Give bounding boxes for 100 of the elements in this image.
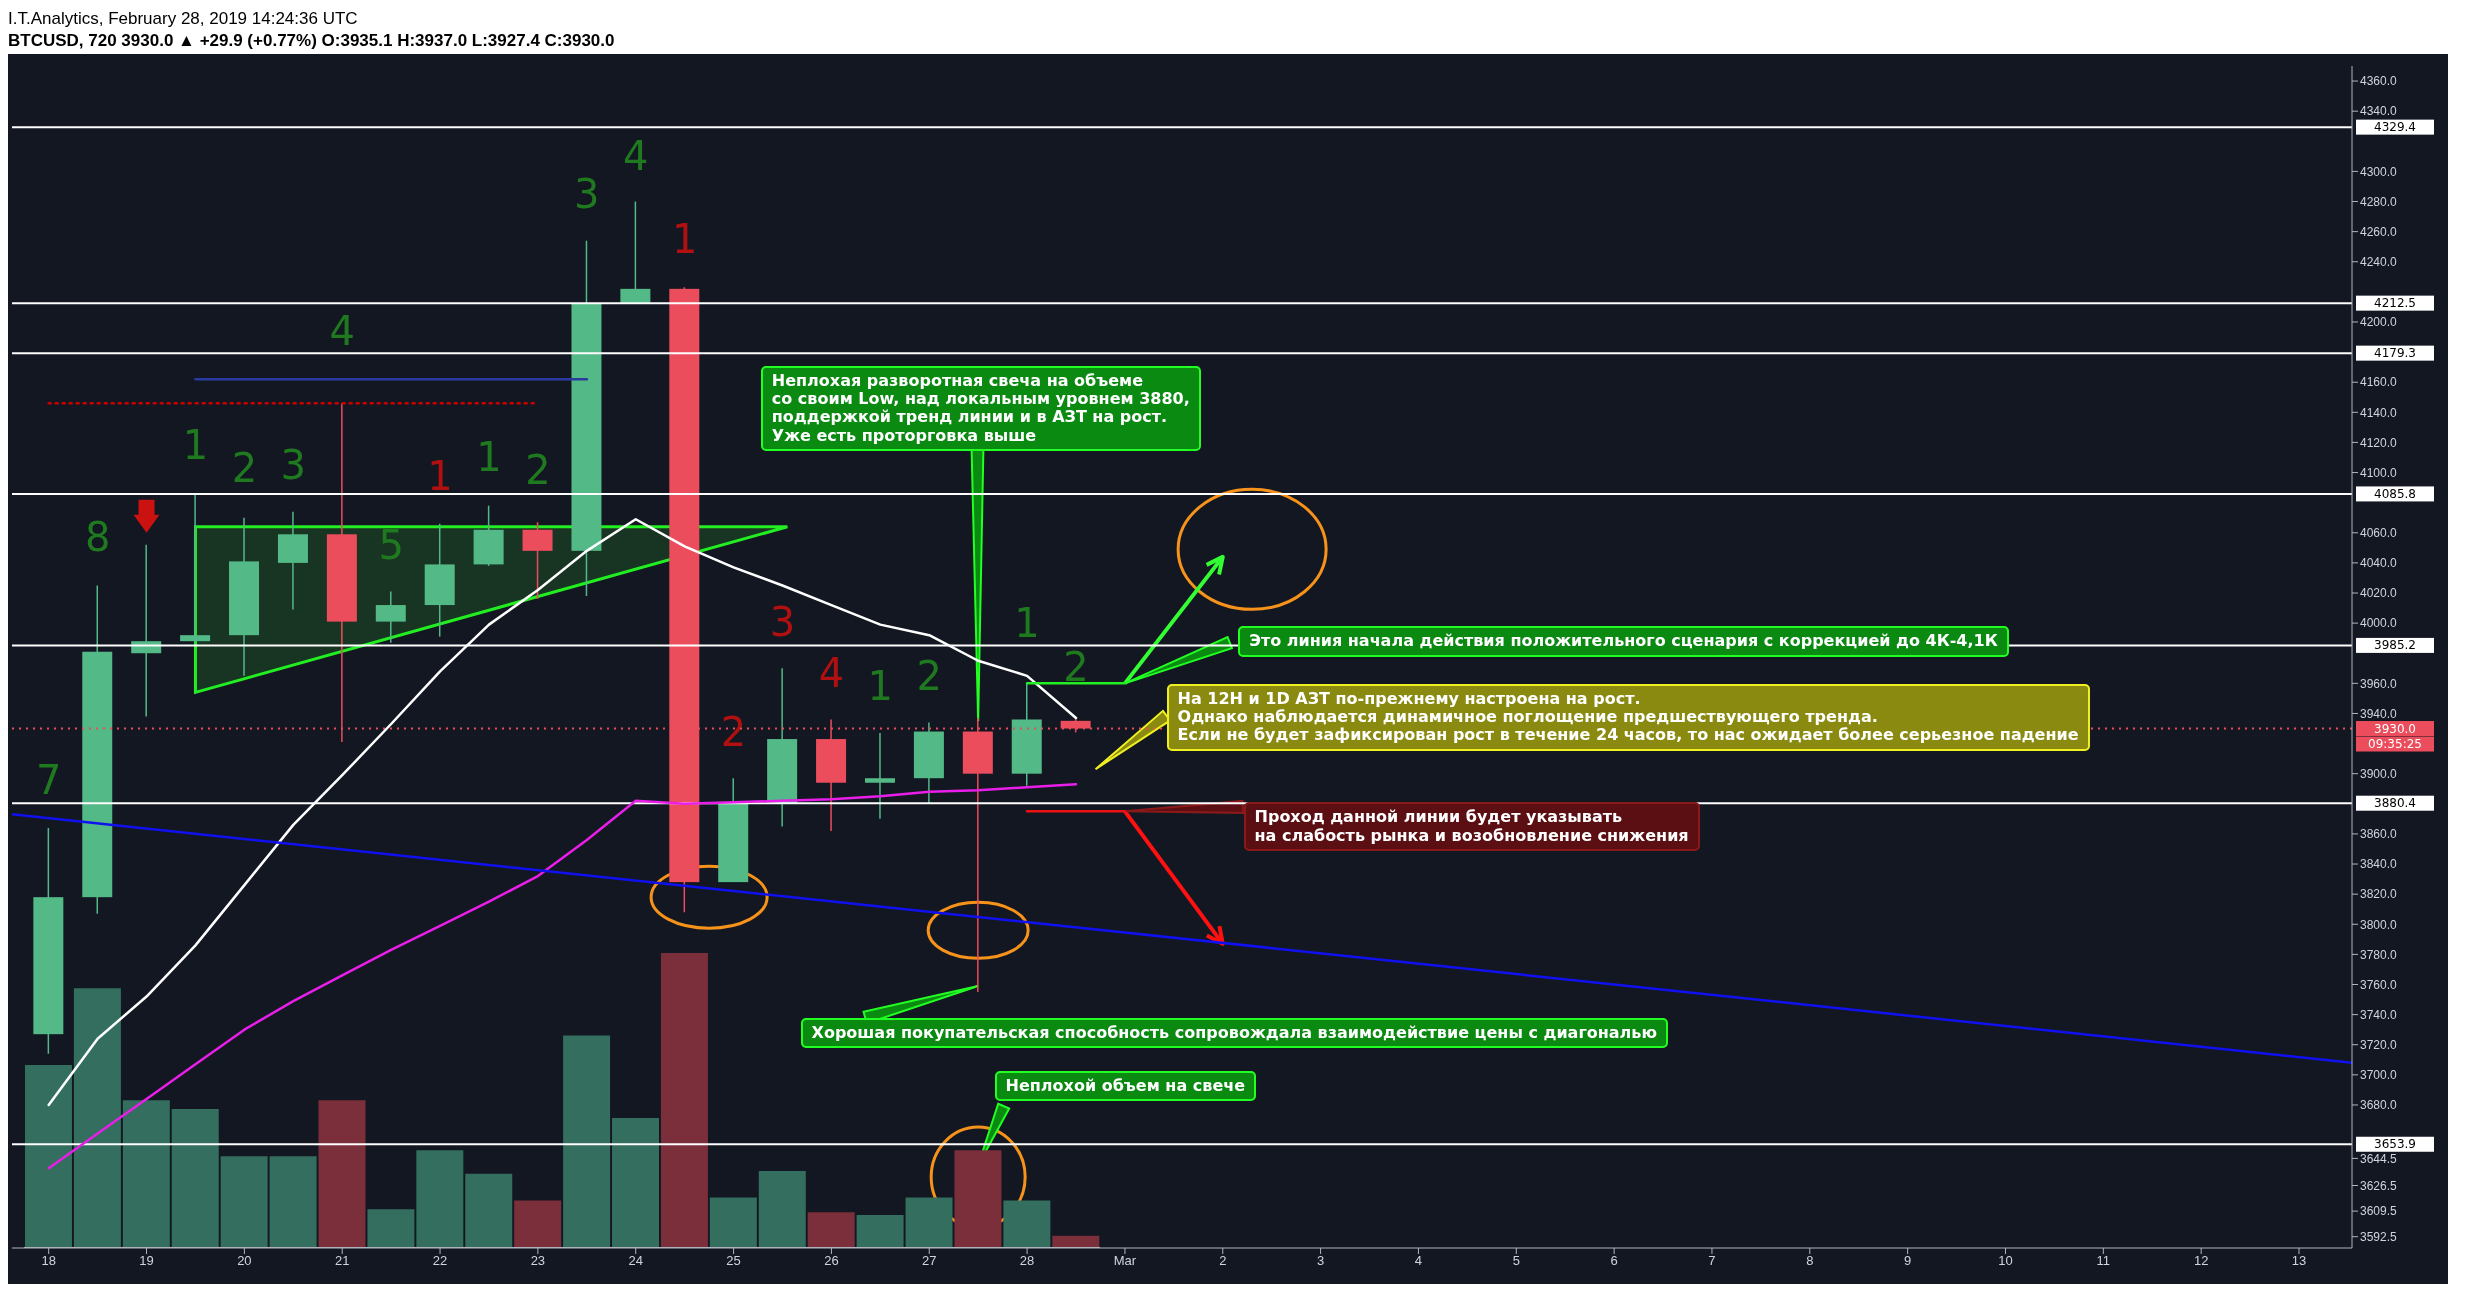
bar [123,1099,171,1247]
y-tick-label: 4300.0 [2360,164,2398,179]
y-tick-label: 3680.0 [2360,1098,2398,1113]
bar [710,1196,758,1247]
x-tick-label: 3 [1316,1253,1325,1269]
y-tick-label: 4340.0 [2360,104,2398,119]
annotation: 3 [769,598,796,645]
bar [612,1117,660,1247]
bar [514,1199,562,1247]
x-tick-label: 13 [2291,1253,2307,1269]
bar [1003,1199,1051,1247]
y-tick-label: 4260.0 [2360,224,2398,239]
annotation: 1 [671,216,698,263]
annotation: Проход данной линии будет указывать на слабость рынка и возобновление снижения [1243,802,1700,852]
y-tick-label: 3700.0 [2360,1068,2398,1083]
bar [661,952,709,1247]
annotation: 3 [574,170,600,217]
annotation: 4 [818,649,845,696]
bar [269,1155,317,1247]
y-tick-label: 3720.0 [2360,1037,2398,1052]
y-tick-label: 3760.0 [2360,977,2398,992]
y-tick-label: 4060.0 [2360,526,2398,541]
y-tick-label: 4240.0 [2360,255,2398,270]
ref-line-label: 4085.8 [2374,486,2416,501]
y-tick-label: 4200.0 [2360,315,2398,330]
bar [220,1155,268,1247]
y-tick-label: 4020.0 [2360,586,2398,601]
annotation: 1 [867,663,894,710]
y-tick-label: 4280.0 [2360,194,2398,209]
x-tick-label: 12 [2193,1253,2209,1269]
annotation: 4 [329,308,355,355]
y-tick-label: 4140.0 [2360,405,2398,420]
chart-subtitle: BTCUSD, 720 3930.0 ▲ +29.9 (+0.77%) O:3935.1 H:3937.0 L:3927.4 C:3930.0 [8,30,616,52]
annotation: 8 [84,514,111,561]
y-tick-label: 3960.0 [2360,676,2398,691]
y-tick-label: 3644.5 [2360,1151,2398,1166]
annotation: Неплохой объем на свече [994,1070,1257,1102]
annotation: 3 [280,442,307,489]
y-tick-label: 3780.0 [2360,947,2398,962]
x-tick-label: 20 [237,1253,252,1269]
annotation: Неплохая разворотная свеча на объеме со своим Low, над локальным уровнем 3880, поддержкой тренд линии и в АЗТ на рост. Уже есть проторговка выше [760,365,1201,452]
y-tick-label: 4100.0 [2360,465,2398,480]
text: 09:35:25 [2368,737,2422,752]
bar [954,1149,1002,1247]
annotation: 2 [231,445,258,492]
ref-line-label: 3880.4 [2374,796,2416,811]
ref-line-label: 3930.0 [2374,721,2416,736]
x-tick-label: 10 [1998,1253,2013,1269]
x-tick-label: 27 [922,1253,937,1269]
x-tick-label: 23 [530,1253,546,1269]
bar [807,1211,855,1247]
x-tick-label: 9 [1904,1253,1912,1269]
y-tick-label: 3840.0 [2360,857,2398,872]
x-tick-label: 8 [1806,1253,1814,1269]
annotation: 1 [182,422,209,469]
x-tick-label: 21 [334,1253,350,1269]
y-tick-label: 3820.0 [2360,887,2398,902]
bar [1052,1235,1100,1247]
bar [856,1214,904,1247]
annotation: 5 [378,521,404,568]
annotation: 1 [476,434,502,481]
x-tick-label: 11 [2096,1253,2111,1269]
x-tick-label: 7 [1708,1253,1716,1269]
x-tick-label: 4 [1414,1253,1423,1269]
annotation: 2 [525,446,551,493]
chart-title: I.T.Analytics, February 28, 2019 14:24:36 UTC [8,8,359,30]
bar [367,1208,415,1247]
annotation: 4 [623,133,649,180]
y-tick-label: 3609.5 [2360,1204,2398,1219]
annotation: 1 [1014,600,1040,647]
y-tick-label: 4120.0 [2360,435,2398,450]
x-tick-label: 26 [824,1253,839,1269]
annotation: На 12H и 1D АЗТ по-прежнему настроена на рост. Однако наблюдается динамичное поглощение предшествующего тренда. Если не будет зафиксирован рост в течение 24 часов, то нас ожидает более серьезное падение [1166,683,2090,751]
x-tick-label: 19 [139,1253,154,1269]
candlestick [180,492,211,644]
annotation: 2 [720,708,747,755]
y-tick-label: 4360.0 [2360,74,2398,89]
y-tick-label: 4160.0 [2360,375,2398,390]
annotation: 2 [916,652,942,699]
bar [318,1099,366,1247]
ref-line-label: 3985.2 [2374,638,2416,653]
y-tick-label: 3900.0 [2360,766,2398,781]
annotation: 1 [427,452,453,499]
ref-line-label: 3653.9 [2374,1137,2416,1152]
x-tick-label: 18 [41,1253,56,1269]
bar [758,1170,806,1247]
annotation: Это линия начала действия положительного сценария с коррекцией до 4К-4,1К [1238,626,2009,657]
annotation: Хорошая покупательская способность сопровождала взаимодействие цены с диагональю [800,1017,1668,1048]
x-tick-label: 22 [432,1253,448,1269]
y-tick-label: 3626.5 [2360,1178,2398,1193]
x-tick-label: 25 [726,1253,741,1269]
bar [25,1064,73,1247]
y-tick-label: 3860.0 [2360,827,2398,842]
ref-line-label: 4212.5 [2374,296,2416,311]
x-tick-label: 28 [1019,1253,1035,1269]
annotation: 7 [35,756,62,803]
annotation: 2 [1063,643,1089,690]
bar [171,1108,219,1247]
ref-line-label: 4179.3 [2374,346,2416,361]
x-tick-label: Mar [1113,1253,1137,1269]
